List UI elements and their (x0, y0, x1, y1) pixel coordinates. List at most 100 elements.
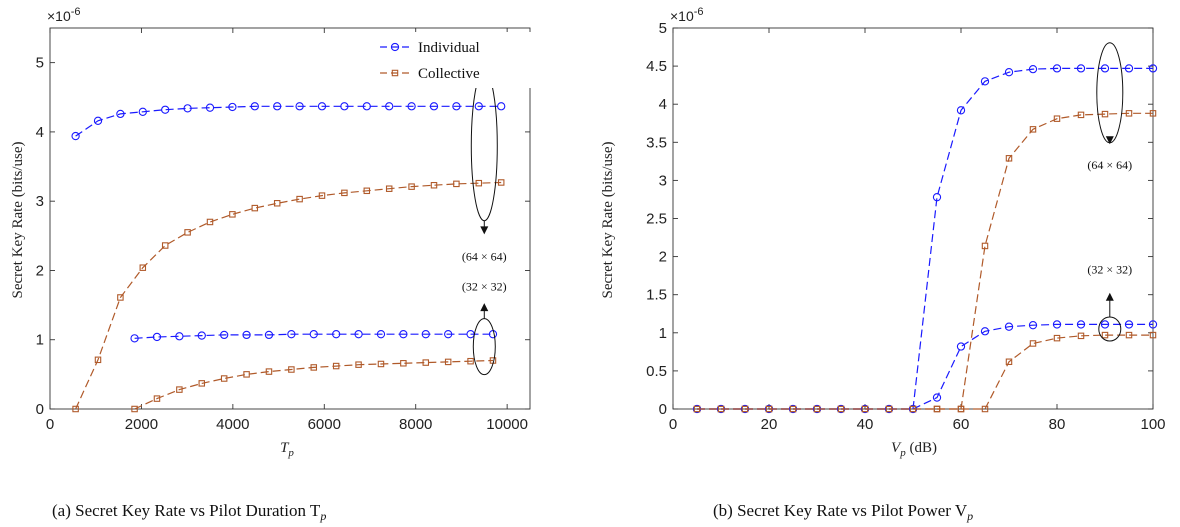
arrow-head (1105, 292, 1114, 301)
y-tick-label: 5 (36, 55, 44, 72)
data-point (1053, 115, 1061, 122)
x-tick-label: 10000 (486, 416, 528, 433)
data-point (377, 360, 385, 368)
data-point (197, 331, 206, 340)
data-point (1101, 110, 1109, 118)
arrow-head (480, 226, 489, 235)
x-tick-label: 8000 (399, 416, 432, 433)
data-point (250, 102, 259, 111)
caption-b: (b) Secret Key Rate vs Pilot Power Vp (713, 501, 973, 523)
data-point (421, 330, 430, 339)
data-point (429, 102, 439, 111)
series-line (697, 334, 1153, 410)
y-tick-label: 3 (659, 172, 667, 189)
data-point (242, 330, 251, 340)
data-point (175, 332, 184, 341)
y-tick-label: 2 (659, 249, 667, 266)
data-point (1052, 320, 1062, 329)
data-point (332, 362, 340, 370)
data-point (362, 102, 371, 111)
data-point (264, 330, 274, 340)
data-point (980, 77, 990, 86)
x-axis-ticks: 0 2000 4000 6000 8000 10000 (46, 28, 528, 433)
data-point (184, 229, 191, 236)
data-point (1076, 320, 1086, 329)
data-point (789, 405, 797, 413)
data-point (1076, 64, 1086, 73)
legend-label-collective: Collective (418, 66, 480, 82)
data-point (243, 371, 250, 378)
x-tick-label: 0 (46, 416, 54, 433)
x-axis-label: Vp (dB) (891, 440, 937, 459)
data-point (161, 242, 169, 249)
data-point (205, 103, 215, 112)
y-tick-label: 4.5 (646, 58, 667, 75)
y-axis-label: Secret Key Rate (bits/use) (10, 141, 26, 298)
group-ellipse (1098, 316, 1122, 342)
data-point (861, 405, 869, 413)
data-point (399, 330, 408, 339)
data-point (296, 195, 303, 203)
data-point (1005, 155, 1013, 162)
data-point (220, 330, 229, 340)
y-tick-label: 2.5 (646, 211, 667, 228)
y-tick-label: 5 (659, 20, 667, 37)
data-point (1029, 340, 1037, 347)
series-line (75, 181, 502, 410)
data-point (1077, 111, 1085, 119)
data-point (474, 102, 483, 111)
data-point (1028, 321, 1038, 330)
data-point (1004, 68, 1014, 77)
y-tick-label: 0 (36, 401, 44, 418)
data-point (1053, 334, 1061, 342)
data-point (229, 211, 236, 218)
data-point (1148, 64, 1158, 73)
y-tick-label: 0.5 (646, 363, 667, 380)
legend: Individual Collective (370, 32, 532, 88)
data-point (1100, 64, 1110, 73)
data-point (475, 179, 483, 187)
exponent-label: ×10-6 (670, 6, 704, 24)
data-point (130, 334, 139, 343)
x-tick-label: 0 (669, 416, 677, 433)
data-point (363, 187, 371, 195)
data-point (741, 405, 749, 413)
data-point (909, 405, 917, 413)
exponent-label: ×10-6 (47, 6, 81, 24)
data-point (138, 107, 147, 116)
data-point (385, 102, 394, 111)
y-tick-label: 3 (36, 193, 44, 210)
data-point (813, 405, 821, 413)
x-tick-label: 40 (857, 416, 874, 433)
data-point (837, 405, 845, 413)
data-point (355, 361, 362, 368)
data-point (376, 330, 386, 339)
data-point (251, 204, 259, 212)
y-tick-label: 4 (659, 96, 667, 113)
data-point (385, 185, 393, 192)
y-tick-label: 1.5 (646, 287, 667, 304)
data-point (765, 405, 773, 413)
series-line (697, 67, 1153, 410)
data-point (273, 200, 281, 207)
y-axis-ticks: 0 0.5 1 1.5 2 2.5 3 3.5 4 4.5 5 (646, 20, 1153, 418)
x-tick-label: 4000 (216, 416, 249, 433)
x-tick-label: 2000 (125, 416, 158, 433)
plot-area (49, 27, 531, 410)
data-point (452, 102, 461, 111)
arrow-head (480, 303, 489, 312)
x-tick-label: 6000 (308, 416, 341, 433)
data-point (310, 364, 318, 371)
data-point (885, 405, 893, 413)
data-point (1125, 110, 1133, 117)
data-point (332, 330, 341, 339)
annotations: (64 × 64) (32 × 32) (1087, 42, 1132, 342)
x-axis-ticks: 0 20 40 60 80 100 (669, 28, 1166, 433)
data-point (318, 192, 326, 199)
data-point (206, 218, 214, 226)
legend-marker-collective (391, 69, 399, 77)
data-point (273, 102, 282, 111)
data-point (957, 405, 965, 413)
caption-a: (a) Secret Key Rate vs Pilot Duration Tp (52, 501, 326, 523)
data-point (265, 368, 273, 375)
